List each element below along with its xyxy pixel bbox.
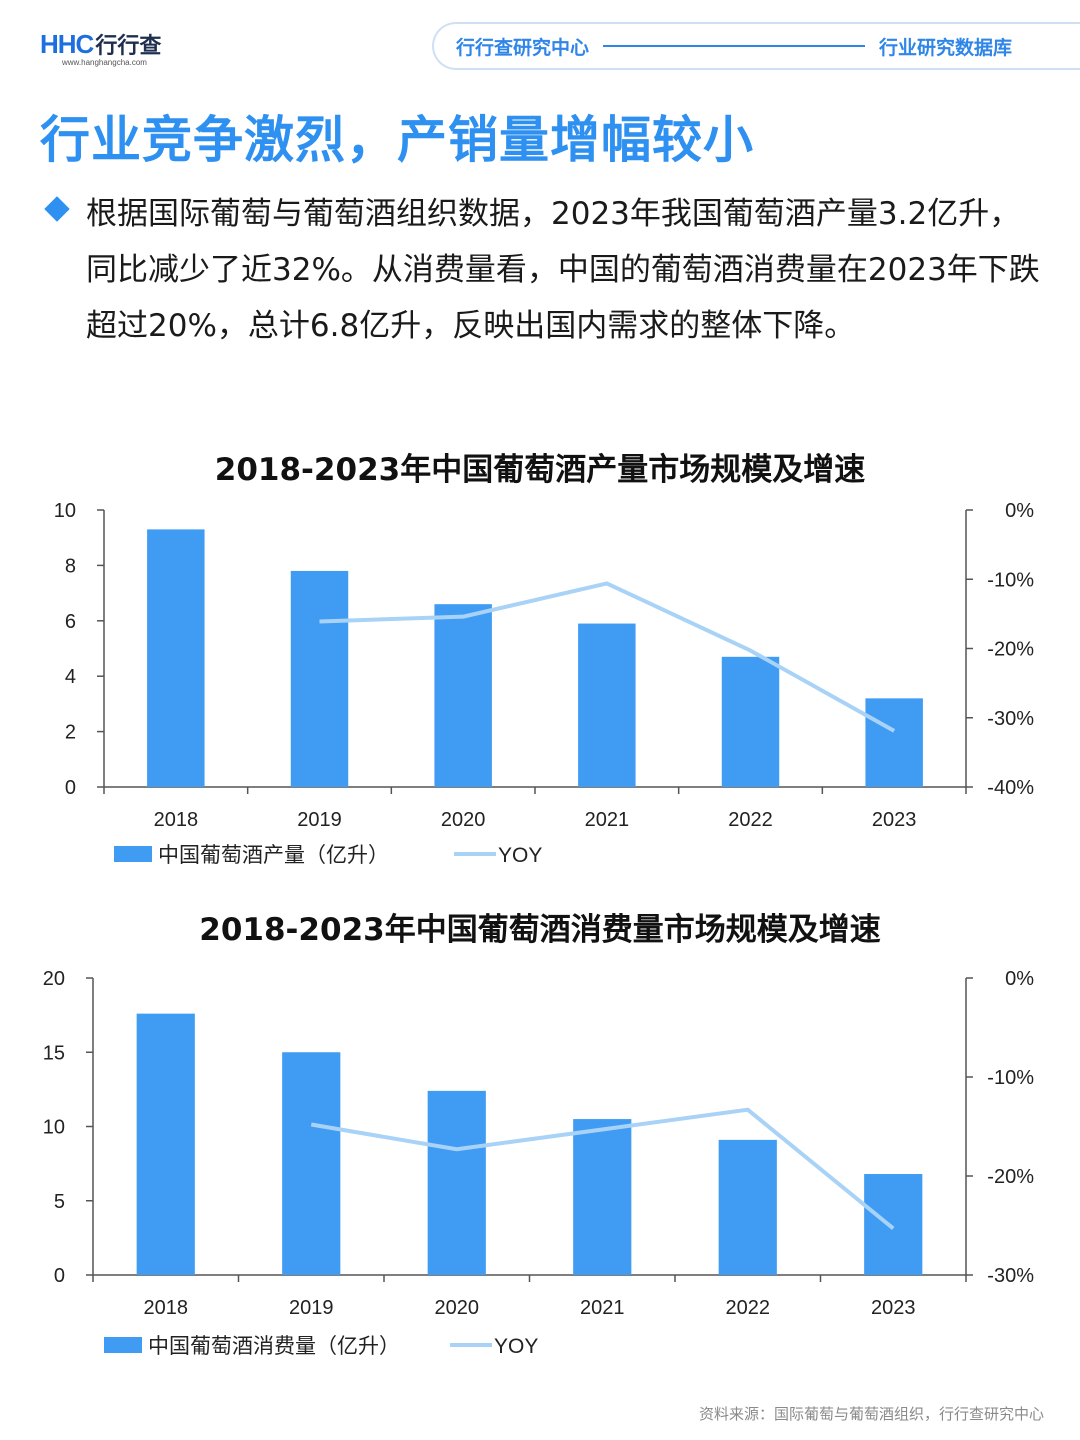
source-note: 资料来源：国际葡萄与葡萄酒组织，行行查研究中心 (698, 1405, 1044, 1423)
legend-bar-label: 中国葡萄酒产量（亿升） (158, 843, 389, 867)
consumption-chart: 0 5 10 15 20 -30% -20% -10% 0% 2018 2019 2020 2021 20… (43, 968, 1034, 1358)
bar (136, 1013, 195, 1275)
y-tick-label-right: -40% (987, 777, 1034, 799)
x-tick-label: 2023 (872, 809, 917, 831)
y-tick-label-left: 15 (43, 1042, 65, 1064)
y-tick-label-right: -20% (987, 639, 1034, 661)
y-tick-label-left: 2 (65, 722, 76, 744)
logo-text: HHC (40, 29, 94, 59)
bar (721, 656, 780, 787)
y-tick-label-right: 0% (1005, 968, 1034, 990)
pill-right-label: 行业研究数据库 (879, 36, 1013, 59)
bar (573, 1119, 632, 1275)
x-tick-label: 2022 (728, 809, 773, 831)
y-tick-label-left: 4 (65, 666, 76, 688)
y-tick-label-left: 20 (43, 968, 65, 990)
bar (864, 1174, 923, 1275)
diamond-bullet-icon (44, 196, 70, 222)
y-tick-label-right: -30% (987, 708, 1034, 730)
page-title: 行业竞争激烈，产销量增幅较小 (40, 111, 754, 169)
brand-logo: HHC行行查 www.hanghangcha.com (40, 28, 190, 72)
bar (578, 623, 636, 787)
y-tick-label-left: 10 (54, 500, 76, 522)
chart-title-production: 2018-2023年中国葡萄酒产量市场规模及增速 (214, 452, 866, 488)
legend-bar-label: 中国葡萄酒消费量（亿升） (148, 1334, 400, 1358)
x-tick-label: 2021 (585, 809, 630, 831)
production-chart: 0 2 4 6 8 10 -40% -30% -20% -10% 0% 2018 2019 2020 202… (54, 500, 1034, 867)
x-tick-label: 2020 (441, 809, 486, 831)
y-tick-label-right: -20% (987, 1166, 1034, 1188)
y-tick-label-right: -30% (987, 1265, 1034, 1287)
y-tick-label-left: 6 (65, 611, 76, 633)
body-paragraph: 根据国际葡萄与葡萄酒组织数据，2023年我国葡萄酒产量3.2亿升，同比减少了近3… (86, 196, 1040, 344)
y-tick-label-right: -10% (987, 569, 1034, 591)
x-tick-label: 2021 (580, 1297, 625, 1319)
y-tick-label-left: 0 (65, 777, 76, 799)
chart-title-consumption: 2018-2023年中国葡萄酒消费量市场规模及增速 (199, 912, 881, 948)
bar (434, 604, 492, 787)
pill-divider (603, 45, 866, 47)
x-tick-label: 2022 (726, 1297, 771, 1319)
legend-bar-swatch (104, 1337, 142, 1353)
bar (865, 698, 923, 787)
x-tick-label: 2018 (154, 809, 199, 831)
legend-bar-swatch (114, 846, 152, 862)
y-tick-label-left: 5 (54, 1191, 65, 1213)
bar (282, 1052, 341, 1275)
logo-cn: 行行查 (95, 34, 162, 59)
logo-url: www.hanghangcha.com (62, 58, 147, 67)
x-tick-label: 2019 (289, 1297, 334, 1319)
x-tick-label: 2019 (297, 809, 342, 831)
y-tick-label-right: 0% (1005, 500, 1034, 522)
y-tick-label-left: 0 (54, 1265, 65, 1287)
header-pill: 行行查研究中心 行业研究数据库 (432, 22, 1080, 70)
pill-left-label: 行行查研究中心 (456, 36, 590, 59)
x-tick-label: 2020 (435, 1297, 480, 1319)
legend-line-label: YOY (498, 844, 542, 867)
y-tick-label-left: 10 (43, 1117, 65, 1139)
legend-line-label: YOY (494, 1335, 538, 1358)
x-tick-label: 2018 (144, 1297, 189, 1319)
y-tick-label-left: 8 (65, 555, 76, 577)
y-tick-label-right: -10% (987, 1067, 1034, 1089)
bar (147, 529, 205, 787)
bar (718, 1139, 777, 1275)
bar (427, 1090, 486, 1275)
bar (290, 570, 349, 787)
x-tick-label: 2023 (871, 1297, 916, 1319)
